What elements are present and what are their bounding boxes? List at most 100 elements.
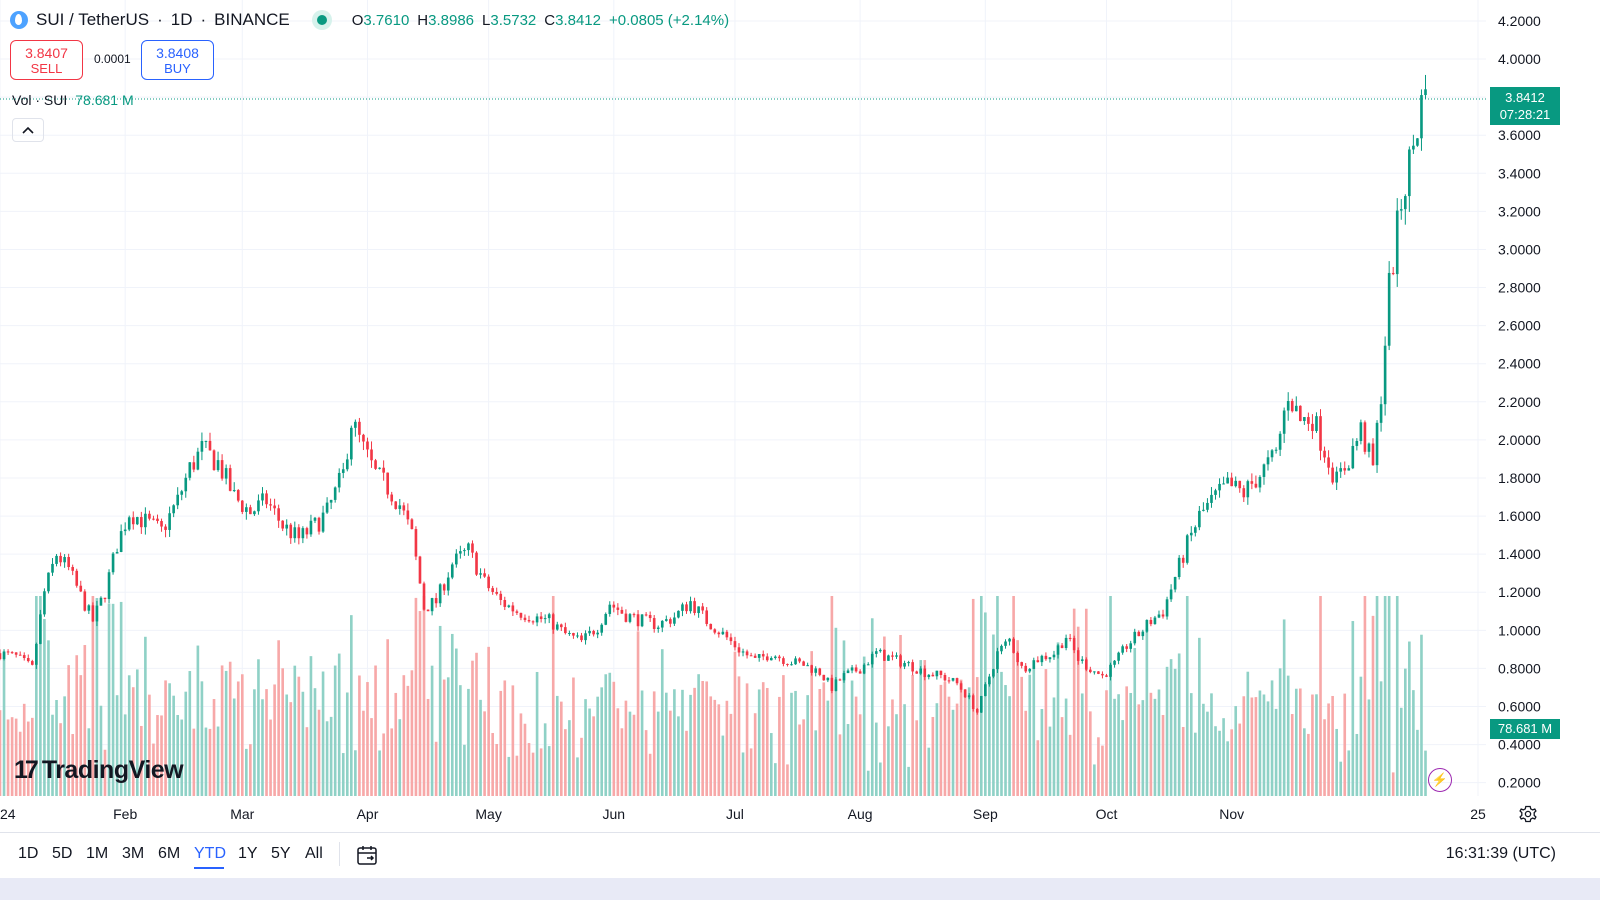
volume-bar	[576, 757, 579, 796]
candle-body	[1044, 655, 1048, 660]
volume-bar	[907, 766, 910, 796]
volume-bar	[1266, 701, 1270, 796]
candle-body	[907, 662, 910, 664]
candle-body	[1391, 272, 1395, 275]
volume-bar	[164, 680, 167, 796]
candle-body	[778, 656, 781, 659]
candle-body	[915, 671, 918, 674]
candle-body	[572, 633, 575, 636]
range-6m[interactable]: 6M	[158, 845, 181, 862]
candle-body	[228, 468, 232, 491]
candle-body	[426, 609, 430, 612]
candle-body	[1113, 660, 1116, 665]
chevron-up-icon	[22, 126, 34, 134]
candle-body	[943, 674, 947, 681]
candle-body	[75, 570, 79, 586]
gear-icon[interactable]	[1518, 804, 1538, 824]
range-1d[interactable]: 1D	[18, 845, 39, 862]
candle-body	[866, 664, 870, 666]
price-tick-label: 2.4000	[1498, 356, 1541, 372]
candle-body	[10, 652, 14, 654]
candle-body	[148, 513, 151, 519]
candle-body	[354, 421, 357, 428]
volume-bar	[370, 718, 373, 796]
volume-bar	[168, 683, 171, 796]
volume-bar	[1258, 690, 1262, 796]
candle-body	[1383, 345, 1387, 405]
candle-body	[580, 635, 583, 641]
candle-body	[1133, 631, 1137, 644]
volume-bar	[305, 727, 309, 796]
lightning-icon[interactable]: ⚡	[1428, 768, 1452, 792]
volume-bar	[329, 716, 333, 796]
candle-body	[1331, 467, 1334, 483]
range-3m[interactable]: 3M	[122, 845, 145, 862]
utc-clock[interactable]: 16:31:39 (UTC)	[1445, 845, 1556, 862]
candle-body	[1371, 443, 1375, 466]
candle-body	[515, 611, 519, 613]
volume-bar	[1198, 637, 1201, 796]
symbol-interval[interactable]: 1D	[170, 10, 193, 29]
volume-bar	[737, 676, 741, 796]
calendar-range-icon[interactable]	[355, 843, 379, 867]
volume-bar	[1165, 666, 1169, 796]
buy-button[interactable]: 3.8408 BUY	[141, 40, 214, 80]
time-axis: 2024 Feb Mar Apr May Jun Jul Aug Sep Oct Nov 25	[0, 806, 1486, 822]
volume-bar	[701, 680, 704, 796]
candle-body	[741, 651, 745, 653]
range-all[interactable]: All	[305, 845, 323, 862]
candle-body	[600, 624, 604, 633]
candle-body	[1311, 423, 1314, 432]
volume-bar	[18, 731, 22, 796]
candle-body	[370, 449, 373, 461]
price-tick-label: 3.6000	[1498, 127, 1541, 143]
range-5d[interactable]: 5D	[52, 845, 73, 862]
candle-body	[184, 477, 188, 492]
candle-body	[806, 665, 809, 667]
volume-bar	[140, 725, 143, 796]
symbol-name[interactable]: SUI / TetherUS	[36, 10, 150, 29]
candle-body	[1230, 477, 1233, 487]
volume-bar	[184, 691, 188, 796]
candle-body	[644, 614, 648, 616]
volume-bar	[830, 596, 834, 796]
volume-bar	[1093, 764, 1096, 796]
candle-body	[325, 502, 329, 513]
volume-bar	[588, 708, 591, 796]
candle-body	[786, 663, 789, 665]
candle-body	[1379, 404, 1383, 423]
range-1y[interactable]: 1Y	[238, 845, 258, 862]
volume-bar	[531, 752, 535, 796]
candle-body	[414, 529, 418, 557]
range-1m[interactable]: 1M	[86, 845, 109, 862]
candle-body	[1121, 646, 1124, 653]
volume-bar	[1145, 628, 1149, 796]
candle-body	[1189, 532, 1193, 536]
range-ytd[interactable]: YTD	[194, 845, 226, 862]
candle-body	[1068, 637, 1072, 639]
close-value: 3.8412	[555, 11, 601, 29]
sui-logo-icon	[10, 11, 28, 29]
candle-body	[527, 620, 531, 622]
tradingview-logo[interactable]: 17 TradingView	[14, 756, 184, 785]
candle-body	[487, 576, 490, 589]
collapse-legend-button[interactable]	[12, 118, 44, 142]
volume-bar	[790, 692, 793, 796]
volume-bar	[285, 694, 289, 796]
candle-body	[729, 637, 733, 642]
time-tick-label: Apr	[357, 806, 379, 822]
range-5y[interactable]: 5Y	[271, 845, 291, 862]
candle-body	[1016, 652, 1019, 663]
volume-bar	[1222, 718, 1225, 796]
candle-body	[99, 597, 103, 606]
volume-bar	[406, 685, 410, 796]
sell-button[interactable]: 3.8407 SELL	[10, 40, 83, 80]
candle-body	[984, 684, 987, 697]
candle-body	[955, 678, 959, 684]
volume-legend[interactable]: Vol · SUI 78.681 M	[12, 92, 134, 108]
volume-bar	[1173, 668, 1177, 796]
candle-body	[240, 500, 244, 512]
volume-bar	[414, 597, 418, 796]
volume-bar	[75, 655, 79, 796]
